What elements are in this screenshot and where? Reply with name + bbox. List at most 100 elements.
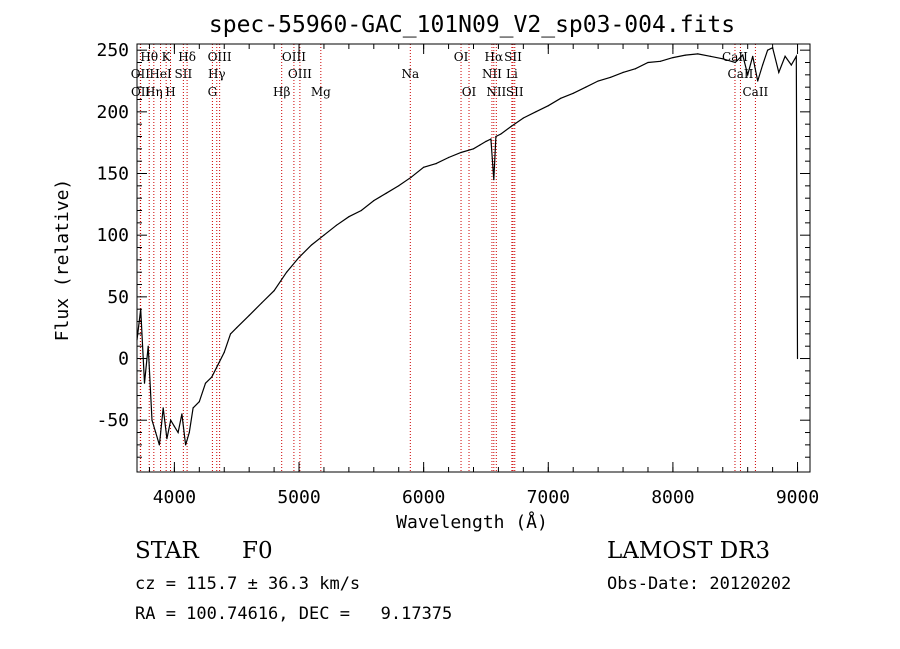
marker-label-27: CaII [742, 85, 768, 99]
marker-label-11: SII [175, 67, 193, 81]
x-tick-label-1: 5000 [277, 487, 320, 508]
data-point-0-51 [547, 105, 549, 107]
data-point-0-52 [560, 97, 562, 99]
data-point-0-75 [784, 55, 786, 57]
marker-label-6: Hα [485, 50, 504, 64]
marker-label-25: NII [486, 85, 506, 99]
data-point-0-42 [479, 144, 481, 146]
y-tick-label-4: 150 [96, 164, 129, 185]
marker-label-15: NII [482, 67, 502, 81]
data-point-0-14 [188, 431, 190, 434]
data-point-0-26 [286, 271, 288, 273]
data-point-0-34 [385, 192, 387, 194]
data-point-0-40 [460, 151, 462, 154]
data-point-0-13 [185, 444, 187, 446]
data-point-0-64 [709, 55, 711, 57]
coordinates: RA = 100.74616, DEC = 9.17375 [135, 604, 453, 624]
marker-label-21: G [208, 85, 218, 99]
data-point-0-35 [398, 185, 400, 187]
plot-frame [136, 43, 811, 473]
data-point-0-5 [155, 431, 157, 434]
data-point-0-53 [572, 92, 574, 94]
data-point-0-72 [767, 49, 769, 51]
x-axis-label: Wavelength (Å) [396, 511, 548, 533]
marker-label-10: HeI [149, 67, 172, 81]
data-point-0-19 [217, 364, 219, 366]
data-point-0-7 [162, 407, 164, 409]
data-point-0-45 [493, 179, 495, 181]
data-point-0-20 [223, 351, 225, 353]
data-point-0-46 [495, 135, 497, 138]
data-point-0-31 [348, 216, 350, 218]
marker-label-9: OII [131, 67, 151, 81]
data-point-0-66 [734, 61, 736, 64]
data-point-0-68 [747, 74, 749, 76]
data-point-0-62 [684, 54, 687, 56]
y-tick-label-3: 100 [96, 225, 129, 246]
spectrum-series [136, 46, 799, 446]
data-point-0-12 [181, 413, 183, 415]
data-point-0-29 [323, 234, 325, 236]
data-point-0-71 [762, 64, 764, 66]
data-point-0-47 [500, 133, 502, 135]
data-point-0-78 [796, 357, 799, 360]
data-point-0-18 [211, 376, 213, 378]
data-point-0-4 [151, 419, 153, 421]
data-point-0-60 [659, 60, 662, 62]
data-point-0-44 [490, 138, 492, 140]
data-point-0-69 [752, 55, 754, 57]
marker-label-16: Li [506, 67, 518, 81]
marker-label-14: Na [401, 67, 419, 81]
object-class: STAR [135, 538, 199, 564]
data-point-0-59 [647, 61, 649, 64]
marker-label-26: SII [506, 85, 524, 99]
x-tick-label-5: 9000 [776, 487, 819, 508]
data-point-0-10 [173, 425, 175, 427]
data-point-0-16 [198, 401, 200, 403]
y-axis: -50 0 50 100 150 200 250 [96, 40, 810, 458]
observation-date: Obs-Date: 20120202 [607, 574, 792, 594]
emission-line-markers [139, 44, 756, 472]
marker-label-12: Hγ [208, 67, 226, 81]
data-point-0-21 [229, 333, 232, 335]
marker-label-5: OI [454, 50, 469, 64]
data-point-0-6 [158, 444, 160, 446]
data-point-0-22 [236, 327, 238, 329]
marker-label-22: Hβ [273, 85, 290, 99]
marker-label-4: OIII [282, 50, 306, 64]
data-point-0-17 [204, 382, 207, 384]
x-tick-label-0: 4000 [153, 487, 196, 508]
data-point-0-48 [510, 126, 512, 128]
chart-title: spec-55960-GAC_101N09_V2_sp03-004.fits [209, 12, 735, 38]
y-tick-label-0: -50 [96, 410, 129, 431]
survey-name: LAMOST DR3 [607, 538, 771, 564]
data-point-0-56 [610, 76, 612, 78]
data-point-0-38 [435, 163, 437, 165]
data-point-0-23 [248, 314, 250, 316]
data-point-0-25 [273, 290, 275, 292]
data-point-0-36 [410, 176, 412, 178]
marker-label-24: OI [462, 85, 477, 99]
data-point-0-27 [298, 256, 300, 258]
data-point-0-61 [672, 57, 674, 59]
marker-label-7: SII [504, 50, 522, 64]
data-point-0-15 [192, 407, 194, 409]
data-point-0-41 [472, 148, 475, 150]
data-point-0-32 [360, 209, 362, 212]
data-point-0-55 [597, 80, 599, 82]
object-subclass: F0 [242, 538, 273, 564]
data-point-0-76 [790, 64, 792, 66]
x-axis: 4000 5000 6000 7000 8000 9000 [148, 44, 819, 508]
data-point-0-2 [143, 382, 146, 384]
data-point-0-70 [757, 80, 759, 82]
data-point-0-30 [335, 224, 337, 226]
data-point-0-57 [622, 71, 624, 73]
marker-label-1: K [162, 50, 172, 64]
data-point-0-11 [177, 431, 179, 434]
marker-label-3: OIII [208, 50, 232, 64]
data-point-0-49 [522, 117, 525, 119]
data-point-0-3 [147, 345, 149, 347]
data-point-0-43 [485, 140, 487, 142]
data-point-0-58 [634, 68, 637, 70]
